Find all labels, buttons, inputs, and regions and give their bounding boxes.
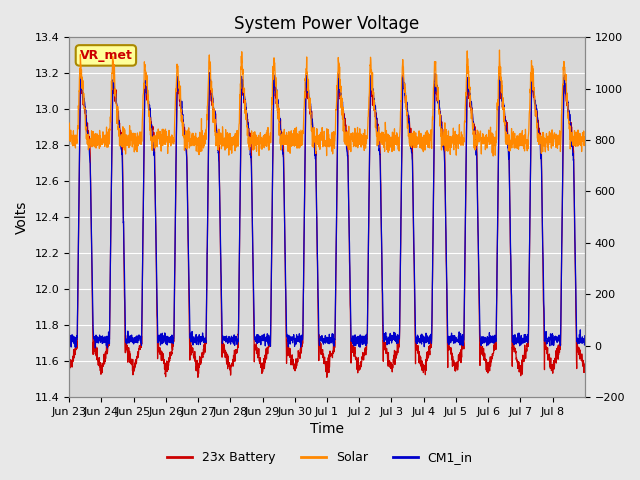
23x Battery (65, 365, 73, 371)
23x Battery (399, 72, 407, 78)
Solar (228, 141, 236, 146)
CM1_in (574, 336, 582, 342)
CM1_in (65, 335, 73, 340)
23x Battery (358, 359, 365, 364)
CM1_in (228, 339, 236, 345)
Y-axis label: Volts: Volts (15, 201, 29, 234)
Solar (358, 137, 365, 143)
Line: Solar: Solar (69, 50, 585, 156)
CM1_in (104, 345, 111, 351)
23x Battery (117, 134, 125, 140)
23x Battery (194, 374, 202, 380)
Line: CM1_in: CM1_in (69, 72, 585, 348)
X-axis label: Time: Time (310, 422, 344, 436)
CM1_in (205, 70, 213, 75)
Solar (495, 47, 503, 53)
Text: VR_met: VR_met (79, 49, 132, 62)
23x Battery (511, 348, 519, 354)
CM1_in (511, 336, 519, 342)
CM1_in (483, 337, 490, 343)
23x Battery (581, 366, 589, 372)
Solar (117, 139, 125, 145)
Solar (511, 136, 519, 142)
Solar (65, 126, 73, 132)
CM1_in (117, 144, 125, 149)
CM1_in (358, 335, 366, 340)
CM1_in (581, 333, 589, 339)
Solar (482, 132, 490, 138)
23x Battery (574, 346, 582, 352)
Solar (490, 153, 497, 159)
23x Battery (228, 363, 236, 369)
Solar (581, 134, 589, 140)
23x Battery (483, 367, 490, 373)
Legend: 23x Battery, Solar, CM1_in: 23x Battery, Solar, CM1_in (163, 446, 477, 469)
Line: 23x Battery: 23x Battery (69, 75, 585, 377)
Solar (574, 144, 582, 149)
Title: System Power Voltage: System Power Voltage (234, 15, 420, 33)
